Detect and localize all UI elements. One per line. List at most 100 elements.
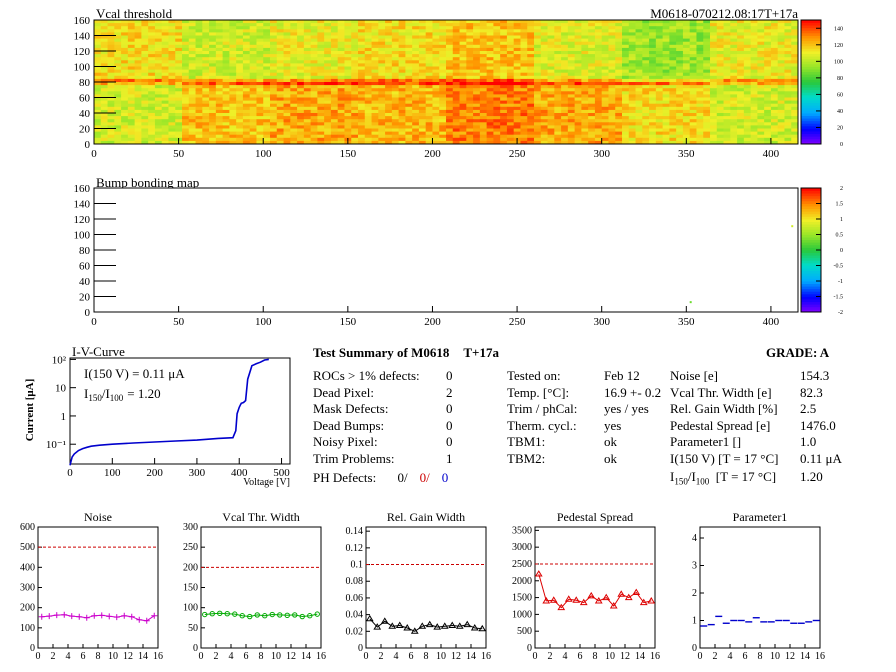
vcal-cell	[669, 82, 677, 86]
vcal-cell	[344, 122, 352, 126]
vcal-cell	[290, 116, 298, 120]
vcal-cell	[256, 137, 264, 142]
vcal-cell	[161, 63, 169, 67]
vcal-cell	[574, 78, 582, 83]
vcal-cell	[222, 106, 230, 111]
vcal-cell	[676, 60, 684, 64]
roc-x-tick-label: 14	[466, 651, 476, 662]
vcal-cell	[540, 100, 548, 105]
vcal-cell	[439, 35, 447, 39]
vcal-cell	[439, 63, 447, 67]
vcal-cell	[324, 60, 332, 64]
vcal-cell	[689, 51, 697, 55]
vcal-cell	[161, 88, 169, 92]
vcal-cell	[371, 113, 379, 117]
vcal-cell	[703, 88, 711, 92]
vcal-cell	[791, 26, 799, 30]
roc-x-tick-label: 2	[379, 651, 384, 662]
vcal-cell	[385, 88, 393, 92]
params-ratio-value: 1.20	[800, 469, 823, 484]
vcal-cell	[188, 109, 196, 114]
vcal-cell	[432, 38, 440, 43]
vcal-cell	[364, 116, 372, 120]
vcal-cell	[588, 78, 596, 83]
vcal-cell	[148, 57, 156, 61]
roc-point	[602, 593, 611, 601]
vcal-cell	[317, 122, 325, 126]
vcal-cell	[642, 134, 650, 139]
vcal-cell	[324, 109, 332, 114]
vcal-cell	[351, 91, 359, 95]
vcal-cell	[554, 128, 562, 132]
vcal-cell	[642, 32, 650, 36]
vcal-cell	[134, 29, 142, 33]
vcal-cell	[398, 109, 406, 114]
vcal-cell	[270, 26, 278, 30]
roc-series-line	[204, 612, 318, 618]
x-tick-label: 300	[593, 316, 610, 328]
vcal-cell	[784, 140, 792, 145]
roc-y-tick-label: 0	[692, 643, 697, 654]
vcal-cell	[351, 113, 359, 117]
vcal-cell	[229, 20, 237, 24]
vcal-cell	[398, 57, 406, 61]
vcal-cell	[446, 66, 454, 70]
vcal-cell	[601, 103, 609, 108]
vcal-cell	[567, 137, 576, 142]
vcal-cell	[466, 125, 474, 129]
vcal-cell	[154, 85, 163, 89]
vcal-cell	[554, 109, 562, 114]
vcal-cell	[337, 97, 345, 101]
vcal-cell	[757, 29, 765, 33]
vcal-cell	[682, 20, 691, 24]
vcal-cell	[351, 122, 359, 126]
vcal-cell	[655, 113, 664, 117]
vcal-cell	[750, 116, 758, 120]
vcal-cell	[310, 38, 318, 43]
vcal-cell	[750, 63, 758, 67]
vcal-cell	[378, 82, 386, 86]
vcal-cell	[608, 97, 616, 101]
vcal-cell	[716, 26, 724, 30]
vcal-cell	[202, 51, 210, 55]
vcal-cell	[188, 119, 196, 123]
vcal-cell	[256, 38, 264, 43]
vcal-cell	[107, 75, 115, 80]
vcal-cell	[737, 60, 745, 64]
vcal-cell	[249, 69, 257, 74]
vcal-cell	[669, 137, 677, 142]
vcal-cell	[256, 113, 264, 117]
vcal-cell	[737, 113, 745, 117]
vcal-cell	[398, 125, 406, 129]
vcal-cell	[594, 35, 603, 39]
vcal-cell	[642, 57, 650, 61]
vcal-cell	[364, 85, 372, 89]
vcal-cell	[710, 51, 718, 55]
vcal-cell	[121, 57, 129, 61]
vcal-cell	[94, 32, 102, 36]
vcal-cell	[696, 122, 704, 126]
vcal-cell	[358, 85, 366, 89]
vcal-cell	[574, 44, 582, 49]
vcal-cell	[202, 100, 210, 105]
vcal-cell	[716, 88, 724, 92]
vcal-cell	[649, 91, 657, 95]
vcal-cell	[195, 54, 203, 58]
vcal-cell	[574, 20, 582, 24]
vcal-cell	[290, 134, 298, 139]
vcal-cell	[486, 41, 494, 46]
vcal-cell	[452, 100, 460, 105]
vcal-cell	[263, 88, 271, 92]
vcal-cell	[723, 26, 731, 30]
vcal-cell	[351, 41, 359, 46]
vcal-cell	[486, 60, 494, 64]
vcal-cell	[371, 128, 379, 132]
vcal-cell	[757, 119, 765, 123]
vcal-cell	[270, 72, 278, 77]
vcal-cell	[696, 63, 704, 67]
vcal-cell	[628, 38, 636, 43]
roc-point	[373, 623, 382, 630]
vcal-cell	[148, 91, 156, 95]
vcal-cell	[506, 44, 515, 49]
vcal-cell	[764, 47, 772, 52]
